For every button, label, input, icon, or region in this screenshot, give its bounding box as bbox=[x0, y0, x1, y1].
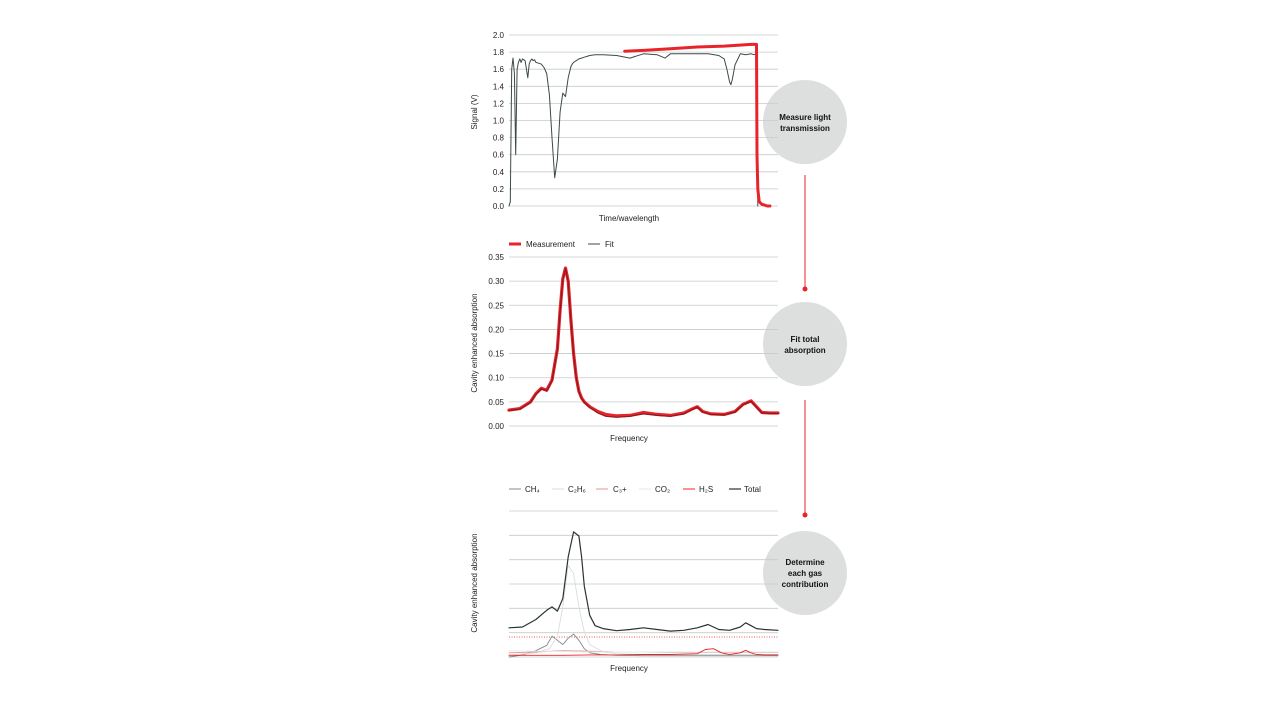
chart-absorption-grid bbox=[509, 256, 778, 427]
step-3-line-1: Determine bbox=[785, 558, 825, 567]
chart-gas-series bbox=[508, 531, 779, 658]
series-line-h-s bbox=[508, 648, 779, 656]
chart-signal-yticks: 0.0 0.2 0.4 0.6 0.8 1.0 1.2 1.4 1.6 1.8 2.0 bbox=[493, 31, 505, 211]
legend-label-c3: C₃+ bbox=[613, 485, 627, 494]
series-line-total bbox=[508, 531, 779, 632]
step-1: Measure light transmission bbox=[763, 80, 847, 164]
legend-label-measurement: Measurement bbox=[526, 240, 576, 249]
legend-label-fit: Fit bbox=[605, 240, 615, 249]
chart-gas-grid bbox=[509, 510, 778, 658]
step-3-circle bbox=[763, 531, 847, 615]
legend-gases: CH₄ C₂H₆ C₃+ CO₂ H₂S Total bbox=[509, 485, 761, 494]
legend-label-total: Total bbox=[744, 485, 761, 494]
series-line-measurement bbox=[623, 42, 772, 208]
step-1-line-2: transmission bbox=[780, 124, 830, 133]
y-tick-label: 0.4 bbox=[493, 168, 505, 177]
chart-signal-grid bbox=[509, 34, 778, 207]
y-tick-label: 0.15 bbox=[488, 350, 504, 359]
chart-signal-xlabel: Time/wavelength bbox=[599, 214, 659, 223]
y-tick-label: 1.6 bbox=[493, 65, 505, 74]
connector-2-dot bbox=[802, 512, 808, 518]
chart-signal: 0.0 0.2 0.4 0.6 0.8 1.0 1.2 1.4 1.6 1.8 2.0 Time/w… bbox=[470, 31, 778, 223]
y-tick-label: 0.30 bbox=[488, 277, 504, 286]
chart-absorption-yticks: 0.00 0.05 0.10 0.15 0.20 0.25 0.30 0.35 bbox=[488, 253, 504, 431]
chart-gas-contribution: CH₄ C₂H₆ C₃+ CO₂ H₂S Total Frequency Cav… bbox=[470, 485, 779, 673]
legend-label-ch4: CH₄ bbox=[525, 485, 540, 494]
y-tick-label: 1.8 bbox=[493, 48, 505, 57]
chart-absorption-series bbox=[507, 266, 780, 418]
series-line-c-h bbox=[508, 564, 779, 656]
y-tick-label: 0.20 bbox=[488, 325, 504, 334]
y-tick-label: 0.05 bbox=[488, 398, 504, 407]
y-tick-label: 0.2 bbox=[493, 185, 505, 194]
y-tick-label: 0.6 bbox=[493, 151, 505, 160]
connector-1-dot bbox=[802, 286, 808, 292]
step-2-circle bbox=[763, 302, 847, 386]
step-2-line-2: absorption bbox=[784, 346, 825, 355]
series-line-ch bbox=[508, 633, 779, 658]
chart-absorption-xlabel: Frequency bbox=[610, 434, 648, 443]
y-tick-label: 0.10 bbox=[488, 374, 504, 383]
step-3-line-3: contribution bbox=[782, 580, 829, 589]
y-tick-label: 1.2 bbox=[493, 99, 505, 108]
series-line-co bbox=[508, 650, 779, 653]
y-tick-label: 0.8 bbox=[493, 134, 505, 143]
legend-label-c2h6: C₂H₆ bbox=[568, 485, 586, 494]
chart-signal-ylabel: Signal (V) bbox=[470, 94, 479, 129]
legend-absorption: Measurement Fit bbox=[509, 240, 615, 249]
y-tick-label: 0.00 bbox=[488, 422, 504, 431]
chart-gas-ylabel: Cavity enhanced absorption bbox=[470, 533, 479, 632]
y-tick-label: 0.0 bbox=[493, 202, 505, 211]
step-1-circle bbox=[763, 80, 847, 164]
step-1-line-1: Measure light bbox=[779, 113, 831, 122]
step-3: Determine each gas contribution bbox=[763, 531, 847, 615]
chart-gas-xlabel: Frequency bbox=[610, 664, 648, 673]
series-line-fit bbox=[508, 268, 779, 418]
y-tick-label: 1.4 bbox=[493, 82, 505, 91]
legend-label-h2s: H₂S bbox=[699, 485, 713, 494]
y-tick-label: 2.0 bbox=[493, 31, 505, 40]
step-2: Fit total absorption bbox=[763, 302, 847, 386]
step-3-line-2: each gas bbox=[788, 569, 823, 578]
chart-signal-series bbox=[508, 42, 772, 208]
chart-absorption-ylabel: Cavity enhanced absorption bbox=[470, 293, 479, 392]
y-tick-label: 0.35 bbox=[488, 253, 504, 262]
chart-absorption: Measurement Fit 0.00 0.05 0.10 0.15 0.20 0.25… bbox=[470, 240, 780, 443]
y-tick-label: 0.25 bbox=[488, 301, 504, 310]
step-2-line-1: Fit total bbox=[791, 335, 820, 344]
legend-label-co2: CO₂ bbox=[655, 485, 670, 494]
series-line-fit bbox=[508, 53, 759, 207]
series-line-measurement bbox=[507, 266, 780, 418]
y-tick-label: 1.0 bbox=[493, 117, 505, 126]
